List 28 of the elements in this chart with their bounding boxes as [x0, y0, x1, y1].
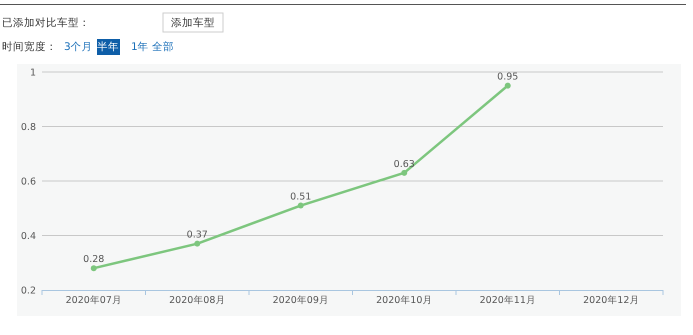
x-tick-label: 2020年12月: [583, 294, 640, 306]
x-tick-label: 2020年10月: [376, 294, 432, 306]
text: 时间宽度：: [2, 40, 57, 53]
y-tick-label: 0.4: [20, 231, 36, 242]
x-tick-label: 2020年08月: [169, 294, 226, 306]
text: 全部: [152, 40, 174, 53]
y-tick-label: 0.2: [20, 286, 36, 296]
point: [90, 265, 97, 272]
data-label: 0.63: [394, 158, 415, 170]
data-label: 0.95: [497, 72, 518, 83]
text: 3个月: [64, 41, 93, 53]
y-tick-label: 0.8: [20, 122, 36, 133]
y-tick-label: 0.6: [20, 176, 36, 188]
y-tick-label: 1: [30, 68, 36, 78]
text: 半年: [97, 40, 119, 53]
data-label: 0.51: [290, 192, 312, 203]
point: [401, 170, 408, 176]
point: [194, 240, 200, 247]
x-tick-label: 2020年09月: [272, 294, 329, 306]
point: [298, 202, 304, 209]
text: 1年: [131, 41, 149, 53]
data-label: 0.28: [83, 254, 104, 266]
text: 添加车型: [171, 16, 215, 29]
x-tick-label: 2020年11月: [480, 294, 536, 306]
x-tick-label: 2020年07月: [66, 294, 122, 306]
point: [504, 82, 511, 89]
text: 已添加对比车型：: [2, 16, 90, 29]
data-label: 0.37: [186, 230, 208, 241]
